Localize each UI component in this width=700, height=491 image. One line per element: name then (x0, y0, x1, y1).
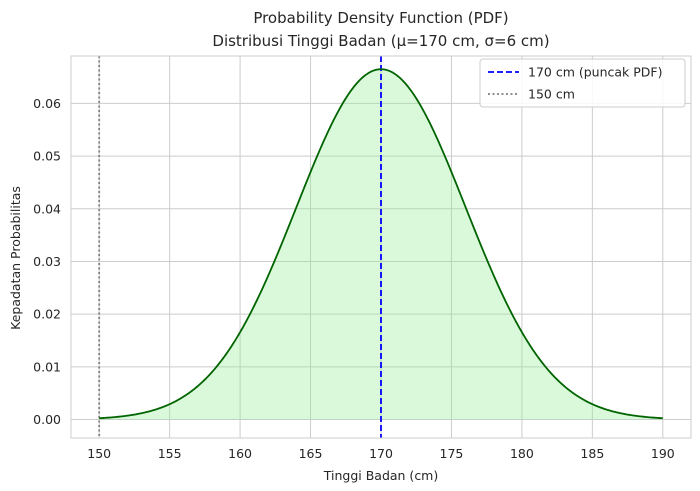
pdf-area-fill (99, 69, 663, 420)
pdf-curve (99, 68, 663, 420)
reference-lines (98, 56, 382, 438)
x-tick-label-160: 160 (228, 446, 252, 461)
chart-subtitle: Distribusi Tinggi Badan (μ=170 cm, σ=6 c… (212, 32, 549, 50)
y-tick-label-0.05: 0.05 (33, 149, 61, 164)
y-tick-label-0.02: 0.02 (33, 307, 61, 322)
x-tick-label-155: 155 (158, 446, 182, 461)
x-tick-label-180: 180 (510, 446, 534, 461)
x-tick-label-175: 175 (440, 446, 464, 461)
y-tick-label-0.03: 0.03 (33, 254, 61, 269)
x-tick-label-185: 185 (580, 446, 604, 461)
x-axis-label: Tinggi Badan (cm) (323, 468, 439, 483)
grid (71, 56, 691, 438)
x-tick-label-190: 190 (651, 446, 675, 461)
x-tick-label-170: 170 (369, 446, 393, 461)
chart-title: Probability Density Function (PDF) (253, 9, 508, 27)
legend: 170 cm (puncak PDF) 150 cm (479, 58, 686, 108)
x-tick-label-150: 150 (87, 446, 111, 461)
y-tick-label-0.00: 0.00 (33, 412, 61, 427)
y-tick-label-0.06: 0.06 (33, 96, 61, 111)
legend-box (479, 58, 686, 108)
y-axis-label: Kepadatan Probabilitas (8, 186, 23, 330)
x-axis-ticks: 150 155 160 165 170 175 180 185 190 (87, 446, 675, 461)
y-axis-ticks: 0.00 0.01 0.02 0.03 0.04 0.05 0.06 (33, 96, 61, 427)
legend-label-150: 150 cm (528, 87, 575, 102)
y-tick-label-0.01: 0.01 (33, 359, 61, 374)
y-tick-label-0.04: 0.04 (33, 201, 61, 216)
plot-frame (70, 55, 692, 439)
x-tick-label-165: 165 (299, 446, 323, 461)
legend-label-peak: 170 cm (puncak PDF) (528, 65, 663, 80)
